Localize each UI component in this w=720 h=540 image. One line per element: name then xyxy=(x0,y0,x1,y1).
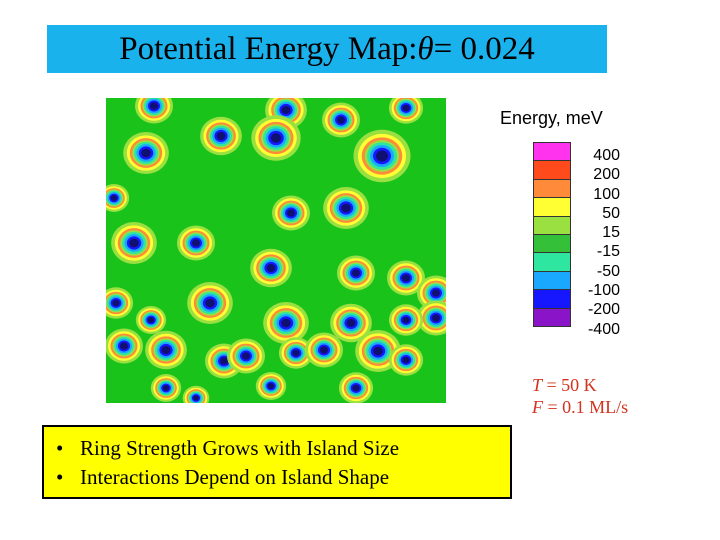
legend-label: -100 xyxy=(587,282,620,300)
island xyxy=(338,372,374,403)
legend-title: Energy, meV xyxy=(500,108,603,128)
energy-map-canvas xyxy=(106,98,446,403)
legend-label: -400 xyxy=(587,320,620,338)
legend-label: 50 xyxy=(602,204,620,222)
island xyxy=(330,303,372,343)
legend-labels: 400 200 100 50 15 -15 -50 -100 -200 -400 xyxy=(574,146,620,339)
bullet-dot: • xyxy=(56,465,64,489)
island xyxy=(135,306,167,334)
legend-swatch xyxy=(533,233,571,254)
bullet-item: • Ring Strength Grows with Island Size xyxy=(56,434,510,463)
island xyxy=(200,116,242,156)
slide-title: Potential Energy Map: θ = 0.024 xyxy=(47,25,607,73)
legend-swatch xyxy=(533,252,571,272)
bullet-box: • Ring Strength Grows with Island Size • I… xyxy=(42,425,512,499)
legend-swatch xyxy=(533,178,571,199)
island xyxy=(106,184,130,212)
island xyxy=(387,260,425,296)
legend-swatch xyxy=(533,215,571,235)
island xyxy=(150,374,182,402)
island xyxy=(272,195,310,231)
legend-label: 400 xyxy=(593,147,620,164)
legend-label: -15 xyxy=(596,243,620,261)
legend-swatch xyxy=(533,307,571,327)
island xyxy=(323,187,369,229)
island xyxy=(182,385,210,403)
legend-label: 15 xyxy=(602,224,620,242)
island xyxy=(123,132,169,174)
legend-colorbar xyxy=(533,142,571,327)
legend-label: 100 xyxy=(593,185,620,203)
bullet-dot: • xyxy=(56,436,64,460)
island xyxy=(145,330,187,370)
island xyxy=(278,337,314,369)
island xyxy=(250,248,292,288)
island xyxy=(305,332,343,368)
island xyxy=(353,129,411,183)
flux-param: F = 0.1 ML/s xyxy=(532,397,629,417)
island xyxy=(355,330,401,372)
island xyxy=(106,287,134,319)
title-suffix: = 0.024 xyxy=(433,30,535,67)
island xyxy=(251,115,301,161)
island xyxy=(263,302,309,344)
legend-label: -200 xyxy=(587,301,620,319)
island xyxy=(417,300,446,336)
island xyxy=(388,304,424,336)
simulation-parameters: T = 50 K F = 0.1 ML/s xyxy=(532,374,628,418)
island xyxy=(388,344,424,376)
bullet-item: • Interactions Depend on Island Shape xyxy=(56,463,510,492)
potential-energy-map xyxy=(106,98,446,403)
island xyxy=(106,328,143,364)
legend-label: 200 xyxy=(593,166,620,184)
island xyxy=(111,222,157,264)
legend-swatch xyxy=(533,160,571,180)
theta-symbol: θ xyxy=(417,30,434,67)
island xyxy=(417,275,446,311)
legend-swatch xyxy=(533,197,571,217)
legend-label: -50 xyxy=(596,262,620,280)
legend-swatch xyxy=(533,142,571,162)
island xyxy=(177,225,215,261)
title-prefix: Potential Energy Map: xyxy=(119,30,418,67)
temperature-param: T = 50 K xyxy=(532,375,597,395)
island xyxy=(322,102,360,138)
legend-swatch xyxy=(533,270,571,291)
island xyxy=(388,98,424,124)
island xyxy=(135,98,173,124)
island xyxy=(337,255,375,291)
legend-swatch xyxy=(533,289,571,309)
island xyxy=(187,282,233,324)
island xyxy=(255,372,287,400)
island xyxy=(227,338,265,374)
